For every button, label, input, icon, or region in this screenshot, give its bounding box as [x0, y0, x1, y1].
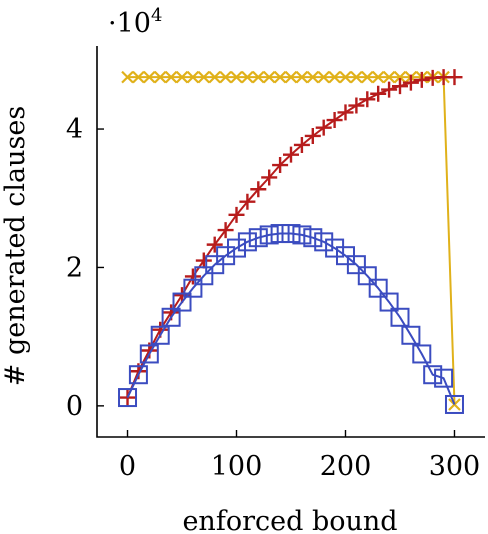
data-point: [217, 222, 234, 239]
data-point: [143, 70, 156, 84]
y-tick-label: 2: [66, 252, 83, 283]
data-point: [348, 97, 365, 114]
ticks-layer: 0 100 200 300 0 2 4: [66, 114, 480, 482]
data-point: [250, 181, 267, 198]
data-point: [118, 388, 138, 408]
data-point: [317, 70, 330, 84]
data-point: [314, 232, 334, 252]
series-line: [126, 76, 455, 398]
data-point: [350, 70, 363, 84]
data-point: [153, 70, 167, 84]
data-point: [390, 307, 410, 327]
data-point: [252, 70, 265, 84]
data-point: [208, 70, 221, 84]
data-point: [284, 70, 298, 84]
data-point: [262, 70, 276, 84]
data-point: [164, 70, 178, 84]
data-point: [402, 74, 419, 91]
y-scale-label: ·104: [108, 5, 162, 39]
x-axis-label: enforced bound: [182, 506, 397, 534]
data-point: [361, 70, 374, 84]
data-point: [393, 70, 407, 84]
data-point: [241, 70, 254, 84]
series-x: [121, 70, 461, 411]
data-point: [368, 278, 388, 298]
y-scale-base: ·10: [108, 8, 151, 39]
data-point: [423, 365, 443, 385]
data-point: [132, 70, 145, 84]
data-point: [175, 70, 189, 84]
data-point: [357, 266, 377, 286]
data-point: [239, 193, 256, 210]
series-+: [119, 69, 463, 406]
data-point: [444, 394, 464, 414]
data-point: [382, 70, 396, 84]
data-point: [391, 78, 408, 95]
series-line: [127, 76, 456, 405]
series-square: [118, 224, 464, 414]
y-axis-label: # generated clauses: [0, 106, 31, 386]
x-tick-label: 100: [211, 451, 263, 482]
data-point: [184, 268, 201, 285]
data-point: [292, 225, 312, 245]
data-point: [261, 169, 278, 186]
data-point: [315, 119, 332, 136]
data-point: [401, 325, 421, 345]
data-point: [370, 85, 387, 102]
data-point: [197, 70, 211, 84]
x-tick-label: 0: [119, 451, 136, 482]
data-point: [379, 292, 399, 312]
data-point: [381, 81, 398, 98]
data-point: [293, 136, 310, 153]
data-point: [228, 206, 245, 223]
data-point: [183, 278, 203, 298]
x-tick-label: 200: [320, 451, 372, 482]
data-point: [446, 69, 463, 86]
data-point: [237, 232, 257, 252]
data-point: [371, 70, 385, 84]
data-point: [270, 224, 290, 244]
series-line: [126, 232, 456, 405]
data-point: [326, 112, 343, 129]
axis-frame: [96, 46, 485, 438]
data-point: [339, 70, 352, 84]
y-tick-label: 4: [66, 114, 83, 145]
data-point: [195, 252, 212, 269]
series-layer: [118, 69, 464, 414]
data-point: [139, 344, 159, 364]
data-point: [295, 70, 309, 84]
data-point: [303, 228, 323, 248]
data-point: [227, 238, 247, 258]
data-point: [359, 91, 376, 108]
data-point: [172, 292, 192, 312]
x-tick-label: 300: [429, 451, 481, 482]
data-point: [150, 325, 170, 345]
data-point: [161, 307, 181, 327]
data-point: [206, 236, 223, 253]
data-point: [230, 70, 243, 84]
data-point: [219, 70, 232, 84]
data-point: [273, 70, 287, 84]
data-point: [304, 127, 321, 144]
data-point: [121, 70, 134, 84]
data-point: [283, 146, 299, 163]
data-point: [259, 225, 279, 245]
data-point: [194, 266, 214, 286]
data-point: [306, 70, 320, 84]
data-point: [337, 104, 354, 121]
data-point: [346, 255, 366, 275]
data-point: [413, 71, 430, 88]
data-point: [434, 368, 454, 388]
data-point: [128, 365, 148, 385]
data-point: [281, 224, 301, 244]
y-tick-label: 0: [66, 391, 83, 422]
y-scale-exponent: 4: [151, 5, 162, 26]
axes: [96, 46, 485, 438]
data-point: [186, 70, 200, 84]
data-point: [272, 157, 289, 174]
data-point: [412, 344, 432, 364]
data-point: [328, 70, 341, 84]
data-point: [248, 228, 268, 248]
